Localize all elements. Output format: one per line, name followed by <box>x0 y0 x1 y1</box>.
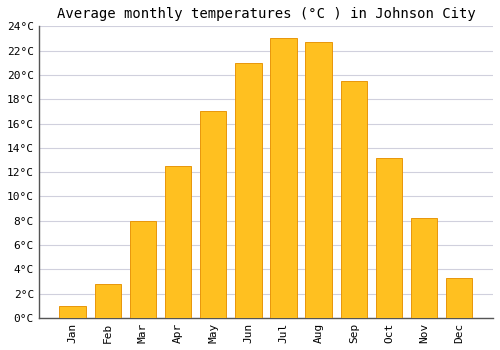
Bar <box>270 38 296 318</box>
Bar <box>60 306 86 318</box>
Bar <box>94 284 121 318</box>
Title: Average monthly temperatures (°C ) in Johnson City: Average monthly temperatures (°C ) in Jo… <box>56 7 476 21</box>
Bar <box>306 42 332 318</box>
Bar <box>376 158 402 318</box>
Bar <box>165 166 191 318</box>
Bar <box>446 278 472 318</box>
Bar <box>411 218 438 318</box>
Bar <box>130 221 156 318</box>
Bar <box>235 63 262 318</box>
Bar <box>200 111 226 318</box>
Bar <box>340 81 367 318</box>
